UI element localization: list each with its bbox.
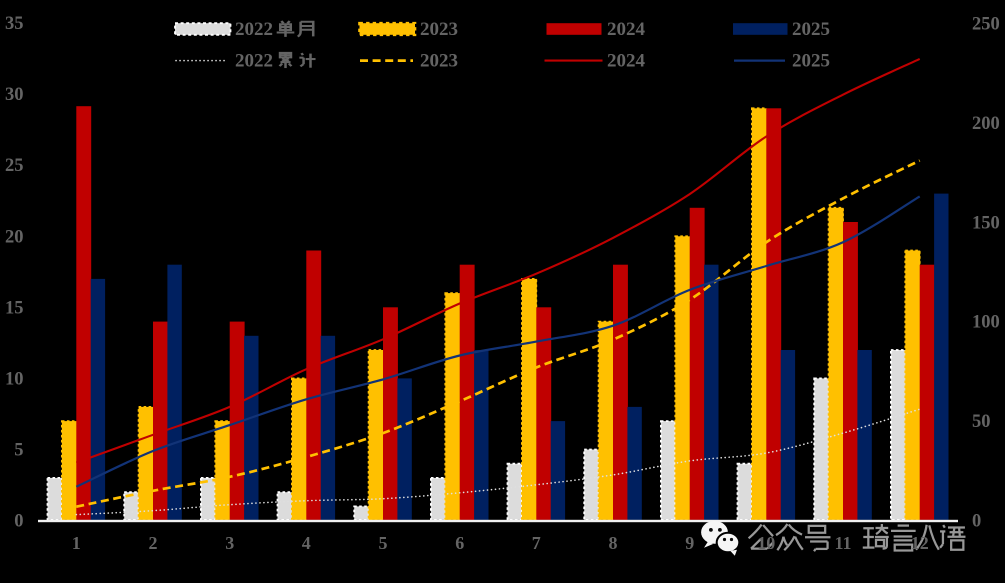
svg-text:0: 0	[972, 512, 981, 532]
svg-text:11: 11	[834, 533, 851, 553]
svg-text:25: 25	[5, 156, 24, 176]
svg-text:2: 2	[149, 533, 158, 553]
svg-text:6: 6	[455, 533, 464, 553]
svg-text:150: 150	[972, 213, 1000, 233]
svg-text:2025: 2025	[792, 50, 830, 71]
svg-text:2023: 2023	[420, 50, 458, 71]
svg-text:35: 35	[5, 14, 24, 34]
svg-text:2022: 2022	[235, 19, 273, 40]
svg-text:2024: 2024	[607, 19, 646, 40]
svg-text:50: 50	[972, 412, 991, 432]
svg-text:2022: 2022	[235, 50, 273, 71]
svg-text:200: 200	[972, 114, 1000, 134]
svg-text:9: 9	[685, 533, 694, 553]
svg-text:10: 10	[5, 369, 24, 389]
svg-text:1: 1	[72, 533, 81, 553]
svg-text:30: 30	[5, 85, 24, 105]
svg-text:250: 250	[972, 14, 1000, 34]
svg-text:12: 12	[911, 533, 929, 553]
svg-text:2024: 2024	[607, 50, 646, 71]
svg-text:5: 5	[14, 441, 23, 461]
svg-text:20: 20	[5, 227, 24, 247]
svg-text:100: 100	[972, 313, 1000, 333]
svg-text:4: 4	[302, 533, 311, 553]
svg-text:0: 0	[14, 512, 23, 532]
svg-text:10: 10	[757, 533, 775, 553]
svg-text:2023: 2023	[420, 19, 458, 40]
svg-text:8: 8	[609, 533, 618, 553]
svg-text:15: 15	[5, 298, 24, 318]
svg-text:3: 3	[225, 533, 234, 553]
svg-text:5: 5	[379, 533, 388, 553]
svg-text:7: 7	[532, 533, 541, 553]
svg-text:2025: 2025	[792, 19, 830, 40]
